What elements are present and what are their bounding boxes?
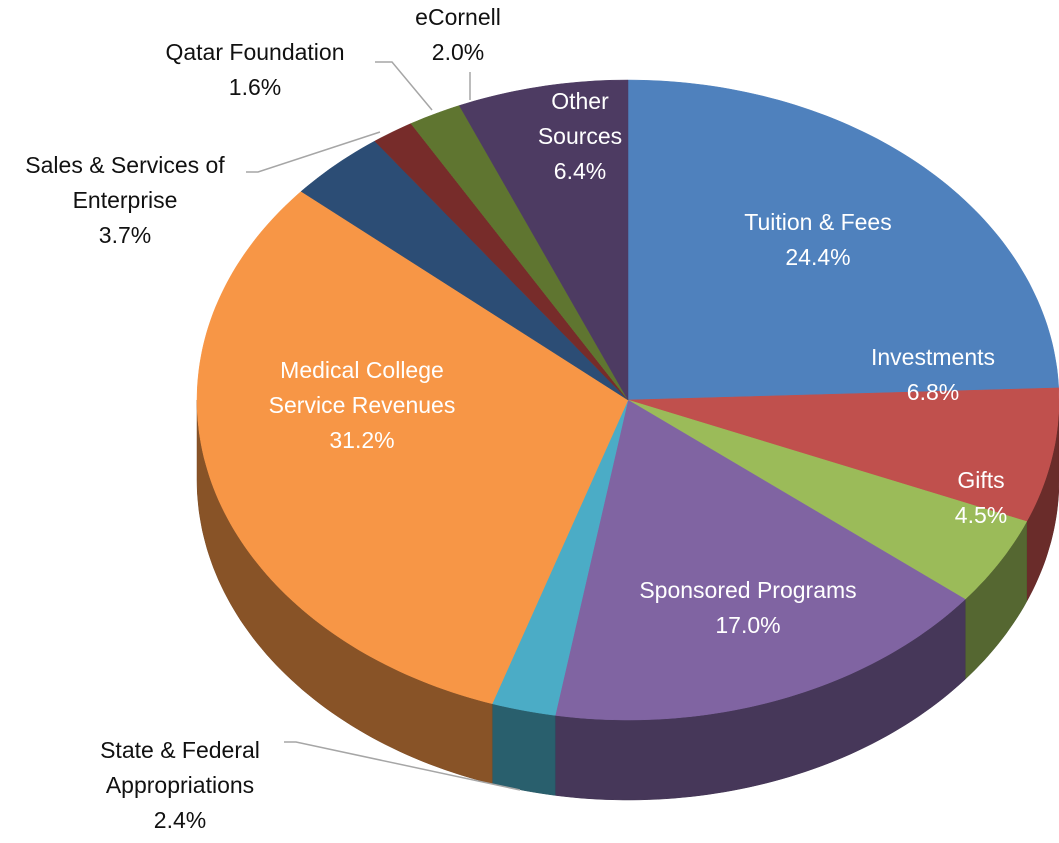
slice-name: Tuition & Fees	[744, 209, 892, 235]
slice-value: 6.4%	[553, 158, 607, 184]
slice-name: eCornell	[415, 4, 501, 30]
slice-label: Other Sources 6.4%	[530, 84, 630, 189]
slice-label: Sales & Services of Enterprise 3.7%	[5, 148, 245, 253]
slice-value: 2.4%	[153, 807, 207, 833]
slice-name: Sponsored Programs	[639, 577, 857, 603]
slice-value: 31.2%	[329, 427, 395, 453]
pie-slice	[410, 105, 629, 401]
slice-name: Medical College Service Revenues	[268, 357, 456, 418]
pie-slice	[627, 399, 1028, 600]
slice-name: Other Sources	[537, 88, 623, 149]
slice-label: Medical College Service Revenues 31.2%	[260, 353, 465, 458]
leader-line	[246, 131, 381, 173]
slice-name: Gifts	[957, 467, 1005, 493]
pie-slice	[491, 399, 629, 716]
leader-line	[375, 61, 433, 111]
pie-slice	[374, 123, 629, 401]
slice-label: Tuition & Fees 24.4%	[708, 205, 928, 275]
pie-slice	[627, 79, 1059, 401]
slice-value: 17.0%	[715, 612, 781, 638]
slice-label: State & Federal Appropriations 2.4%	[70, 733, 290, 838]
pie-sides	[196, 399, 1059, 801]
pie-tops	[196, 79, 1059, 721]
slice-name: Qatar Foundation	[165, 39, 345, 65]
slice-name: State & Federal Appropriations	[100, 737, 260, 798]
slice-label: eCornell 2.0%	[398, 0, 518, 70]
slice-value: 1.6%	[228, 74, 282, 100]
slice-value: 6.8%	[906, 379, 960, 405]
slice-name: Investments	[871, 344, 995, 370]
slice-value: 3.7%	[98, 222, 152, 248]
slice-label: Qatar Foundation 1.6%	[130, 35, 380, 105]
pie-slice	[196, 191, 629, 704]
slice-label: Investments 6.8%	[848, 340, 1018, 410]
leader-lines	[246, 61, 521, 791]
pie-slice	[458, 79, 629, 401]
slice-value: 2.0%	[431, 39, 485, 65]
slice-value: 24.4%	[785, 244, 851, 270]
leader-line	[284, 741, 521, 791]
slice-name: Sales & Services of Enterprise	[25, 152, 225, 213]
slice-label: Gifts 4.5%	[941, 463, 1021, 533]
pie-slice	[300, 140, 629, 401]
slice-value: 4.5%	[954, 502, 1008, 528]
slice-label: Sponsored Programs 17.0%	[598, 573, 898, 643]
pie-slice-side	[491, 703, 556, 796]
pie-slice	[554, 399, 966, 721]
